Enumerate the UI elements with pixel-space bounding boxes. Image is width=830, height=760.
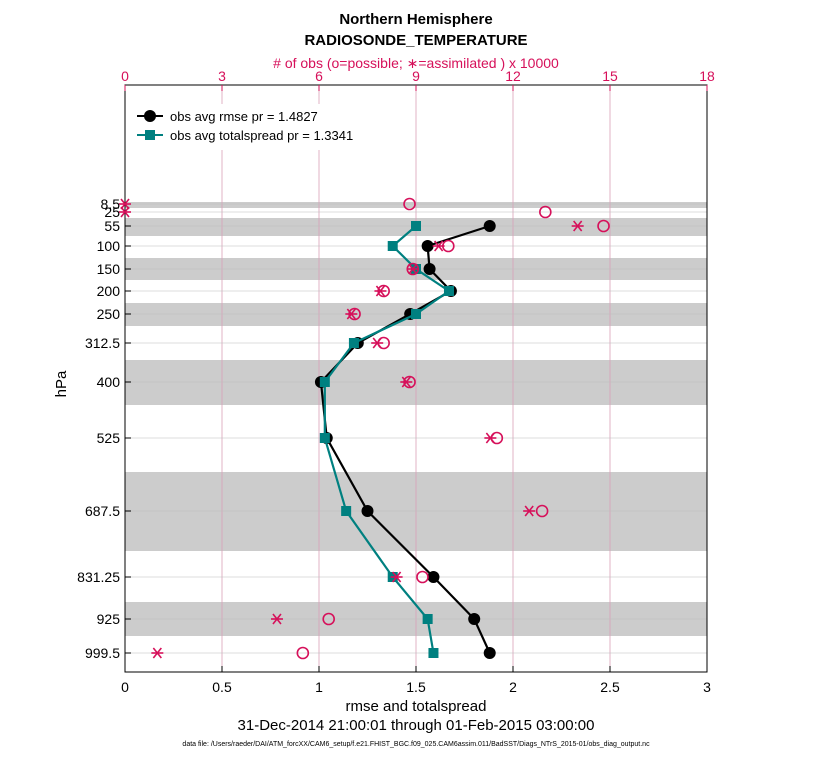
- assimilated-obs-marker-6: [345, 308, 358, 320]
- series-lines: [314, 220, 496, 659]
- y-tick-label-12: 925: [97, 611, 121, 627]
- assimilated-obs-marker-12: [270, 613, 283, 625]
- x-tick-label-2: 1: [315, 679, 323, 695]
- possible-obs-marker-2: [597, 219, 610, 233]
- asterisk-stroke-12-2: [272, 613, 282, 625]
- assimilated-obs-marker-3: [432, 240, 445, 252]
- date-range: 31-Dec-2014 21:00:01 through 01-Feb-2015…: [238, 717, 595, 734]
- asterisk-stroke-2-2: [573, 220, 583, 232]
- possible-obs-marker-11: [416, 570, 429, 584]
- y-tick-label-10: 687.5: [85, 503, 120, 519]
- possible-obs-marker-0: [403, 197, 416, 211]
- y-tick-label-8: 400: [97, 374, 121, 390]
- top-tick-label-3: 9: [412, 68, 420, 84]
- assimilated-obs-marker-1: [119, 206, 131, 218]
- series-1-point-3: [443, 286, 454, 296]
- assimilated-obs-marker-4: [406, 263, 419, 275]
- top-tick-label-1: 3: [218, 68, 226, 84]
- assimilated-obs-marker-0: [119, 198, 131, 210]
- series-0-point-11: [483, 647, 496, 659]
- assimilated-obs-marker-5: [374, 285, 387, 297]
- series-1-point-8: [341, 506, 352, 516]
- y-tick-label-4: 150: [97, 261, 121, 277]
- y-tick-label-9: 525: [97, 430, 121, 446]
- possible-obs-marker-13: [296, 646, 310, 660]
- possible-obs-marker-10: [535, 504, 549, 518]
- asterisk-stroke-1-2: [120, 206, 130, 218]
- x-tick-label-4: 2: [509, 679, 517, 695]
- y-tick-label-2: 55: [104, 218, 120, 234]
- assimilated-obs-marker-11: [390, 571, 403, 583]
- series-line-1: [323, 225, 451, 654]
- y-tick-label-5: 200: [97, 283, 121, 299]
- top-tick-label-6: 18: [699, 68, 715, 84]
- asterisk-stroke-0-2: [120, 198, 130, 210]
- series-0-point-1: [421, 240, 434, 252]
- chart-title-line2: RADIOSONDE_TEMPERATURE: [304, 32, 527, 49]
- asterisk-stroke-11-2: [391, 571, 402, 583]
- data-file-note: data file: /Users/raeder/DAI/ATM_forcXX/…: [182, 741, 650, 748]
- assimilated-obs-marker-7: [371, 337, 384, 349]
- y-tick-label-1: 25: [104, 204, 120, 220]
- asterisk-stroke-8-2: [401, 376, 411, 388]
- top-axis-label: # of obs (o=possible; ∗=assimilated ) x …: [273, 55, 559, 71]
- series-line-0: [319, 224, 491, 654]
- series-1-point-11: [428, 648, 439, 658]
- asterisk-stroke-9-2: [485, 432, 495, 444]
- asterisk-stroke-6-2: [346, 308, 356, 320]
- y-tick-label-13: 999.5: [85, 645, 120, 661]
- series-1-point-10: [422, 614, 433, 624]
- x-axis-label: rmse and totalspread: [346, 698, 487, 715]
- possible-obs-marker-1: [539, 205, 552, 219]
- series-1-point-5: [348, 338, 359, 348]
- x-tick-label-5: 2.5: [600, 679, 620, 695]
- y-tick-label-6: 250: [97, 306, 121, 322]
- asterisk-stroke-7-2: [372, 337, 382, 349]
- series-1-point-7: [319, 433, 330, 443]
- y-axis-label: hPa: [53, 370, 70, 397]
- legend-box: [133, 104, 378, 150]
- y-tick-label-11: 831.25: [77, 569, 120, 585]
- top-tick-label-4: 12: [505, 68, 521, 84]
- series-1-point-0: [411, 221, 421, 231]
- series-0-point-0: [483, 220, 496, 232]
- asterisk-stroke-5-2: [375, 285, 386, 297]
- top-tick-label-2: 6: [315, 68, 323, 84]
- possible-obs-marker-12: [322, 612, 336, 626]
- assimilated-obs-marker-10: [523, 505, 536, 517]
- legend-marker-rmse: [144, 110, 156, 122]
- asterisk-stroke-4-2: [408, 263, 418, 275]
- x-tick-label-6: 3: [703, 679, 711, 695]
- assimilated-obs-marker-13: [151, 647, 164, 659]
- series-0-point-2: [423, 263, 436, 275]
- x-tick-label-3: 1.5: [406, 679, 426, 695]
- series-1-point-1: [387, 241, 398, 251]
- asterisk-stroke-10-2: [524, 505, 534, 517]
- y-tick-label-0: 8.5: [101, 196, 121, 212]
- y-tick-label-7: 312.5: [85, 335, 120, 351]
- asterisk-stroke-3-2: [434, 240, 444, 252]
- series-0-point-10: [468, 613, 481, 625]
- series-0-point-8: [361, 505, 374, 517]
- x-tick-label-0: 0: [121, 679, 129, 695]
- legend-label-rmse: obs avg rmse pr = 1.4827: [170, 109, 318, 124]
- series-0-point-9: [427, 571, 440, 583]
- legend-marker-spread: [145, 130, 155, 140]
- legend-label-spread: obs avg totalspread pr = 1.3341: [170, 128, 353, 143]
- assimilated-obs-marker-8: [400, 376, 413, 388]
- top-tick-label-0: 0: [121, 68, 129, 84]
- asterisk-stroke-13-2: [152, 647, 162, 659]
- legend: obs avg rmse pr = 1.4827 obs avg totalsp…: [133, 104, 378, 150]
- assimilated-obs-marker-2: [571, 220, 584, 232]
- assimilated-obs-marker-9: [484, 432, 497, 444]
- series-1-point-6: [319, 377, 330, 387]
- y-tick-label-3: 100: [97, 238, 121, 254]
- x-tick-label-1: 0.5: [212, 679, 232, 695]
- top-tick-label-5: 15: [602, 68, 618, 84]
- obs-count-markers: [119, 197, 610, 660]
- series-1-point-4: [411, 309, 421, 319]
- chart-title-line1: Northern Hemisphere: [339, 11, 492, 28]
